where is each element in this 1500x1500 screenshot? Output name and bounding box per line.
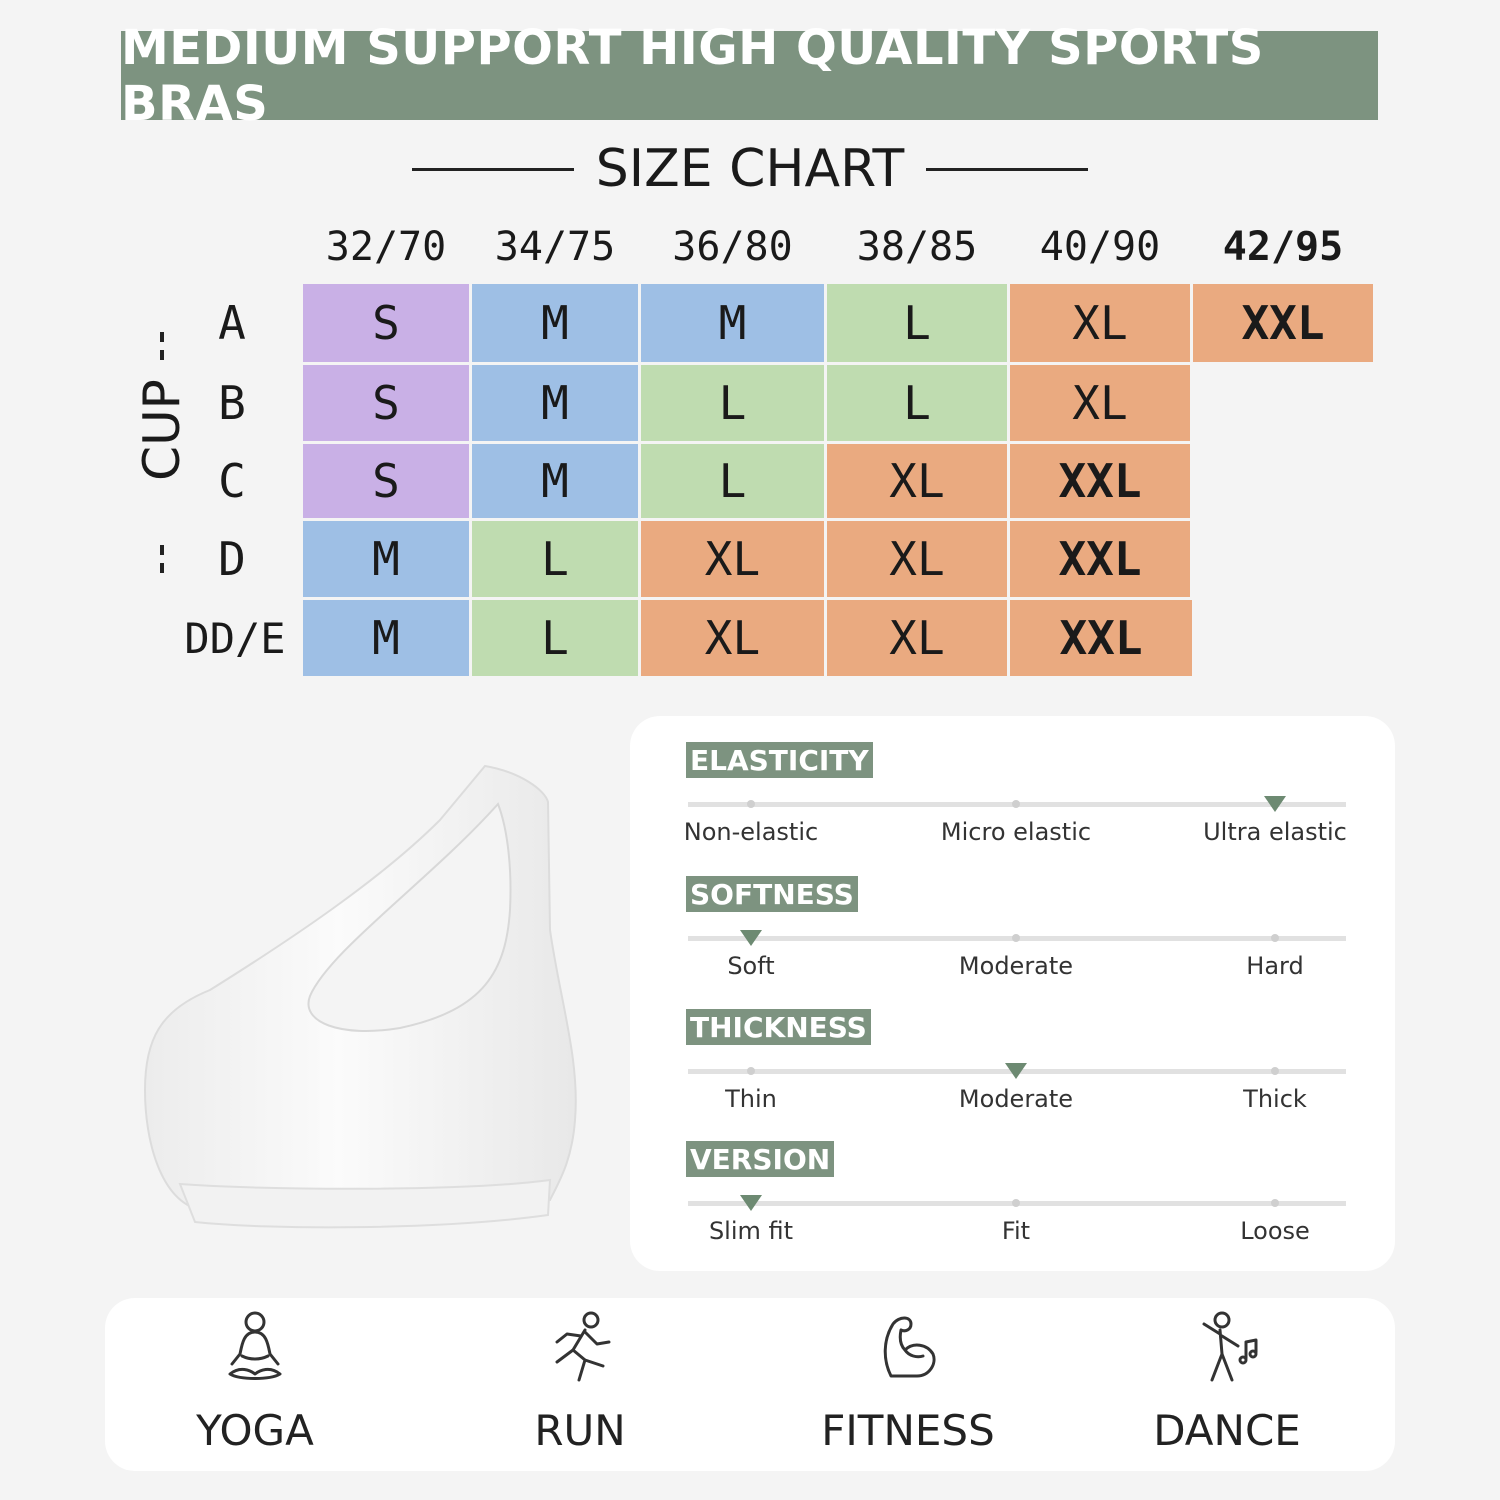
divider-line-left	[411, 167, 574, 171]
size-cell: M	[641, 284, 824, 362]
attribute-option-label: Loose	[1240, 1217, 1310, 1245]
attribute-title: SOFTNESS	[686, 876, 858, 912]
size-cell: S	[303, 365, 469, 441]
divider-line-right	[926, 167, 1089, 171]
size-chart-title: SIZE CHART	[595, 139, 905, 199]
band-size-header: 38/85	[856, 224, 978, 270]
size-cell: XL	[827, 600, 1007, 676]
attribute-title: VERSION	[686, 1141, 835, 1177]
attribute-title: THICKNESS	[686, 1009, 871, 1045]
attribute-option-label: Ultra elastic	[1203, 818, 1347, 846]
cup-label: DD/E	[184, 613, 286, 663]
size-cell: L	[641, 444, 824, 518]
selected-marker-icon	[1005, 1063, 1027, 1079]
fitness-icon	[883, 1316, 936, 1378]
size-cell: M	[472, 365, 638, 441]
activity-fitness: FITNESS	[808, 1310, 1008, 1455]
cup-label: B	[218, 376, 246, 430]
activity-label: RUN	[534, 1406, 626, 1455]
attribute-option-label: Hard	[1246, 952, 1304, 980]
activity-yoga: YOGA	[155, 1310, 355, 1455]
cup-axis-dash	[160, 350, 164, 360]
size-cell: M	[472, 444, 638, 518]
size-cell: L	[641, 365, 824, 441]
activity-run: RUN	[480, 1310, 680, 1455]
selected-marker-icon	[1264, 796, 1286, 812]
attribute-option-label: Non-elastic	[683, 818, 819, 846]
size-cell: XL	[1010, 365, 1190, 441]
attribute-option-label: Moderate	[958, 1085, 1074, 1113]
size-cell: XXL	[1010, 521, 1190, 597]
size-cell: XL	[827, 521, 1007, 597]
title-banner: MEDIUM SUPPORT HIGH QUALITY SPORTS BRAS	[121, 20, 1378, 132]
activity-dance: DANCE	[1127, 1310, 1327, 1455]
activity-label: FITNESS	[821, 1406, 995, 1455]
attribute-option-label: Thin	[725, 1085, 777, 1113]
selected-marker-icon	[740, 930, 762, 946]
band-size-header: 36/80	[672, 224, 793, 270]
size-chart-heading: SIZE CHART	[0, 134, 1500, 204]
attribute-title: ELASTICITY	[686, 742, 873, 778]
size-cell: XL	[641, 521, 824, 597]
scale-dot	[1012, 800, 1020, 808]
attribute-option-label: Micro elastic	[940, 818, 1092, 846]
selected-marker-icon	[740, 1195, 762, 1211]
size-cell: S	[303, 284, 469, 362]
size-cell: L	[827, 365, 1007, 441]
attribute-option-label: Fit	[1001, 1217, 1031, 1245]
scale-dot	[1271, 934, 1279, 942]
size-cell: L	[472, 521, 638, 597]
attribute-option-label: Soft	[727, 952, 775, 980]
dance-icon	[1202, 1311, 1258, 1382]
band-size-header: 32/70	[325, 224, 447, 270]
cup-label: C	[218, 454, 246, 508]
size-cell: L	[472, 600, 638, 676]
size-cell: XL	[827, 444, 1007, 518]
product-image	[143, 764, 577, 1229]
size-cell: XXL	[1193, 284, 1373, 362]
cup-label: A	[218, 296, 246, 350]
cup-axis-dash	[160, 545, 164, 555]
size-cell: M	[303, 600, 469, 676]
size-cell: L	[827, 284, 1007, 362]
scale-dot	[1271, 1067, 1279, 1075]
size-cell: M	[472, 284, 638, 362]
size-cell: XXL	[1010, 600, 1192, 676]
activities-panel	[105, 1298, 1395, 1471]
size-cell: XL	[641, 600, 824, 676]
attribute-option-label: Thick	[1243, 1085, 1307, 1113]
band-size-header: 42/95	[1222, 224, 1344, 270]
scale-dot	[1271, 1199, 1279, 1207]
activity-label: YOGA	[196, 1406, 314, 1455]
activity-label: DANCE	[1153, 1406, 1301, 1455]
size-cell: XXL	[1010, 444, 1190, 518]
band-size-header: 34/75	[494, 224, 616, 270]
cup-axis-label: CUP	[133, 379, 191, 481]
yoga-icon	[228, 1311, 282, 1380]
attribute-option-label: Moderate	[958, 952, 1074, 980]
attribute-option-label: Slim fit	[708, 1217, 794, 1245]
cup-label: D	[218, 532, 246, 586]
cup-axis-dash	[160, 563, 164, 573]
scale-dot	[1012, 1199, 1020, 1207]
size-cell: XL	[1010, 284, 1190, 362]
size-cell: M	[303, 521, 469, 597]
scale-dot	[747, 1067, 755, 1075]
scale-dot	[1012, 934, 1020, 942]
band-size-header: 40/90	[1039, 224, 1161, 270]
size-cell: S	[303, 444, 469, 518]
run-icon	[555, 1311, 611, 1382]
scale-dot	[747, 800, 755, 808]
cup-axis-dash	[160, 332, 164, 342]
